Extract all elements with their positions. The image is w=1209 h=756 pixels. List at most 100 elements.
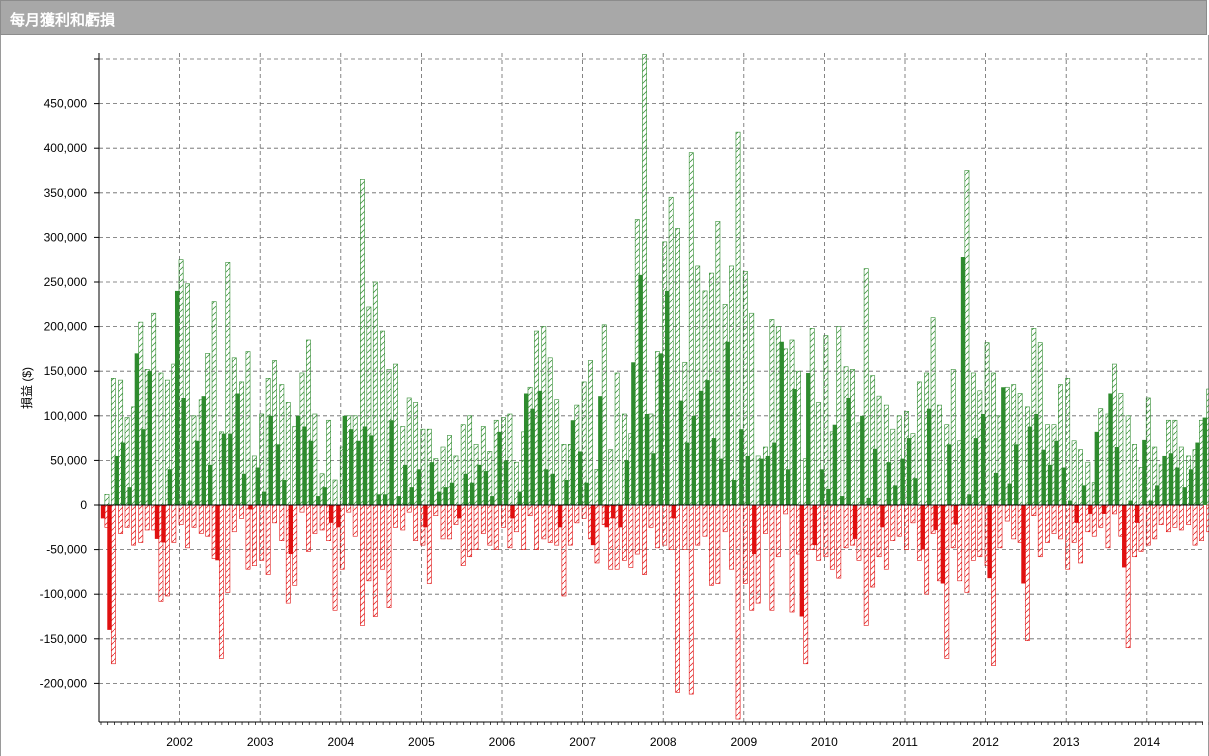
profit-bar: [1175, 467, 1180, 505]
profit-bar: [195, 440, 200, 505]
chart-title: 每月獲利和虧損: [10, 11, 116, 29]
profit-range-bar: [937, 404, 942, 506]
profit-range-bar: [796, 370, 801, 506]
y-axis-label: 損益 ($): [19, 367, 34, 409]
x-tick-label: 2005: [408, 735, 435, 749]
loss-range-bar: [957, 504, 963, 582]
loss-range-bar: [225, 504, 231, 593]
loss-range-bar: [252, 504, 257, 566]
x-tick-label: 2002: [166, 735, 193, 749]
profit-bar: [295, 415, 301, 505]
loss-range-bar: [803, 504, 809, 665]
profit-bar: [114, 455, 119, 505]
loss-bar: [457, 505, 462, 519]
profit-bar: [120, 442, 126, 505]
profit-bar: [1182, 487, 1187, 505]
profit-bar: [980, 414, 986, 505]
loss-bar: [248, 505, 253, 510]
profit-range-bar: [332, 479, 338, 506]
loss-range-bar: [144, 504, 150, 531]
loss-range-bar: [440, 504, 446, 540]
profit-bar: [893, 485, 898, 505]
loss-bar: [336, 505, 341, 528]
loss-range-bar: [1065, 504, 1071, 570]
loss-bar: [1088, 505, 1093, 514]
y-tick-label: -50,000: [46, 543, 87, 557]
loss-range-bar: [1051, 504, 1057, 534]
profit-bar: [638, 274, 643, 505]
loss-bar: [100, 505, 106, 519]
y-tick-label: 200,000: [44, 320, 88, 334]
profit-bar: [503, 460, 509, 505]
loss-range-bar: [769, 504, 775, 611]
loss-range-bar: [473, 504, 479, 550]
loss-range-bar: [1158, 504, 1164, 525]
loss-range-bar: [138, 504, 144, 543]
loss-range-bar: [944, 504, 950, 659]
loss-range-bar: [722, 504, 728, 533]
loss-range-bar: [997, 504, 1003, 549]
profit-bar: [651, 453, 656, 505]
profit-range-bar: [1132, 444, 1137, 506]
loss-range-bar: [662, 504, 668, 546]
loss-range-bar: [1112, 504, 1117, 515]
loss-range-bar: [1058, 504, 1063, 540]
loss-range-bar: [292, 504, 298, 586]
y-tick-label: 300,000: [44, 230, 88, 244]
x-axis-tick-labels: 2002 2003 2004 2005 2006 2007 2008 2009 2010 2011…: [166, 735, 1160, 749]
profit-bar: [228, 433, 233, 505]
profit-bar: [1188, 469, 1194, 505]
profit-bar: [483, 471, 489, 505]
profit-bar: [570, 420, 576, 505]
loss-range-bar: [843, 504, 849, 549]
profit-bar: [443, 487, 448, 505]
loss-bar: [1122, 505, 1127, 568]
profit-bar: [993, 472, 999, 505]
loss-range-bar: [970, 504, 976, 561]
x-tick-label: 2011: [892, 735, 918, 749]
profit-bar: [436, 491, 442, 505]
loss-range-bar: [493, 504, 499, 550]
profit-bar: [678, 400, 684, 505]
loss-range-bar: [688, 504, 694, 695]
loss-range-bar: [1192, 504, 1198, 546]
loss-range-bar: [352, 504, 358, 537]
profit-bar: [846, 397, 851, 505]
profit-range-bar: [1071, 440, 1077, 506]
profit-bar: [731, 480, 737, 505]
loss-range-bar: [1166, 504, 1171, 533]
loss-bar: [987, 505, 992, 579]
profit-bar: [1114, 447, 1120, 505]
loss-bar: [161, 505, 166, 543]
loss-range-bar: [460, 504, 466, 566]
loss-bar: [604, 505, 609, 528]
profit-range-bar: [614, 372, 620, 506]
loss-range-bar: [1178, 504, 1184, 531]
profit-range-bar: [211, 301, 217, 506]
profit-bar: [322, 487, 327, 505]
x-tick-label: 2008: [650, 735, 677, 749]
y-tick-label: 50,000: [50, 453, 87, 467]
loss-range-bar: [735, 504, 741, 720]
loss-range-bar: [561, 504, 567, 597]
profit-bar: [235, 393, 240, 505]
profit-bar: [644, 414, 650, 505]
profit-bar: [1007, 483, 1012, 505]
loss-range-bar: [1152, 504, 1158, 540]
profit-bar: [839, 496, 845, 505]
profit-bar: [1155, 485, 1160, 505]
profit-range-bar: [950, 369, 956, 506]
profit-bar: [127, 487, 132, 505]
loss-range-bar: [231, 504, 237, 533]
loss-bar: [154, 505, 160, 539]
x-tick-label: 2006: [489, 735, 516, 749]
loss-range-bar: [1045, 504, 1050, 543]
loss-range-bar: [501, 504, 506, 528]
loss-range-bar: [964, 504, 970, 593]
profit-range-bar: [984, 342, 990, 506]
loss-range-bar: [265, 504, 271, 575]
profit-bar: [268, 415, 273, 505]
profit-bar: [960, 257, 966, 505]
profit-bar: [886, 462, 892, 505]
